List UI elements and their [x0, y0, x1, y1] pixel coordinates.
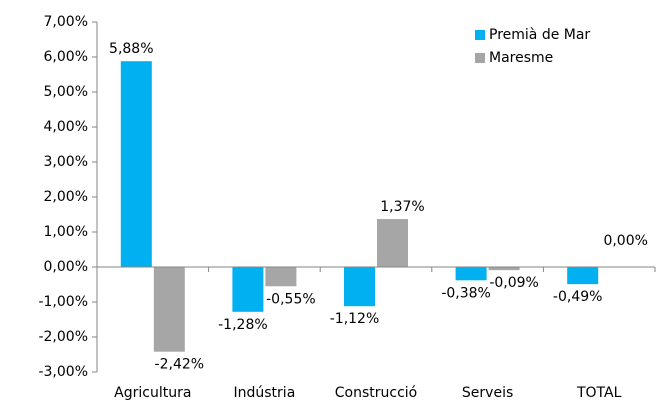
bar: [567, 267, 599, 285]
x-tick-label: Agricultura: [114, 385, 191, 401]
x-tick-label: TOTAL: [576, 385, 622, 401]
legend-label: Premià de Mar: [489, 27, 590, 43]
y-tick-label: -2,00%: [38, 329, 88, 345]
y-tick-label: 3,00%: [44, 154, 88, 170]
bar: [153, 267, 185, 352]
y-tick-label: 2,00%: [44, 189, 88, 205]
bar: [232, 267, 264, 312]
data-label: -2,42%: [155, 357, 205, 373]
data-label: 0,00%: [603, 233, 647, 249]
y-tick-label: -1,00%: [38, 294, 88, 310]
legend-swatch: [475, 53, 485, 63]
data-label: 5,88%: [109, 41, 153, 57]
legend-swatch: [475, 30, 485, 40]
bar: [344, 267, 375, 307]
bar: [120, 61, 152, 268]
bar: [377, 219, 408, 267]
data-label: -0,49%: [553, 289, 603, 305]
bar: [488, 267, 520, 271]
y-tick-label: 7,00%: [44, 14, 88, 30]
data-label: -1,28%: [218, 317, 268, 333]
x-tick-label: Serveis: [462, 385, 513, 401]
data-label: -0,38%: [441, 285, 491, 301]
data-label: -0,09%: [489, 275, 539, 291]
bar: [265, 267, 297, 287]
y-tick-label: 6,00%: [44, 49, 88, 65]
x-tick-label: Indústria: [234, 385, 296, 401]
bar: [455, 267, 487, 281]
data-label: -0,55%: [266, 291, 316, 307]
y-tick-label: 1,00%: [44, 224, 88, 240]
y-tick-label: 5,00%: [44, 84, 88, 100]
data-label: -1,12%: [330, 311, 380, 327]
y-tick-label: 0,00%: [44, 259, 88, 275]
y-tick-label: -3,00%: [38, 364, 88, 380]
x-tick-label: Construcció: [335, 385, 417, 401]
y-tick-label: 4,00%: [44, 119, 88, 135]
legend-label: Maresme: [489, 50, 553, 66]
data-label: 1,37%: [380, 199, 424, 215]
